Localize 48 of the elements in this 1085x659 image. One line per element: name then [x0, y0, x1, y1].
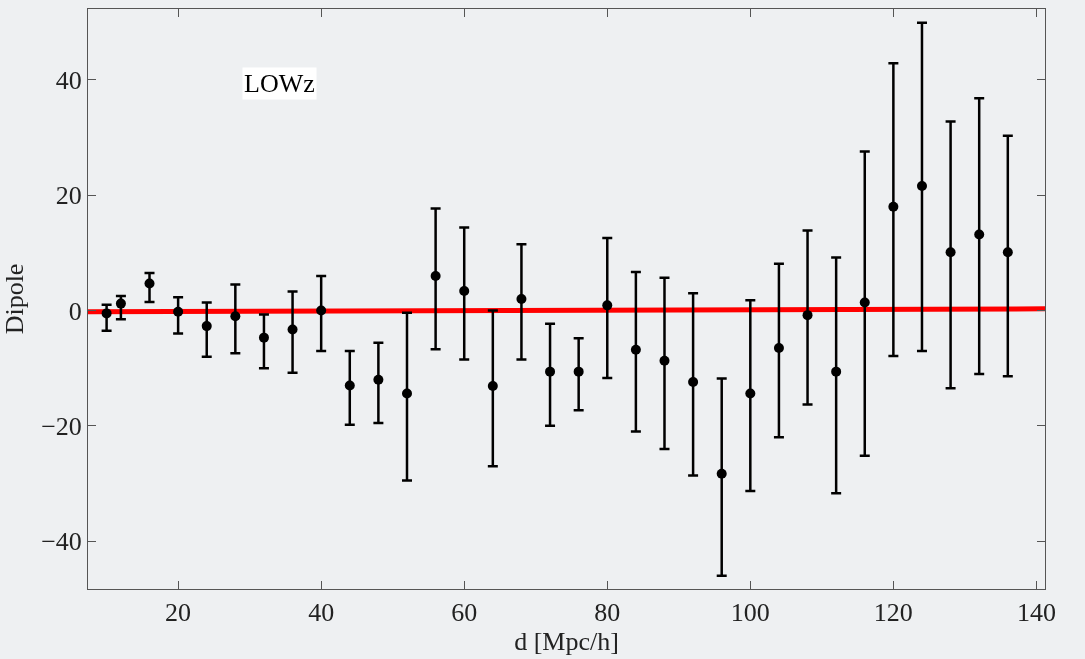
y-tick-label: 20 [55, 181, 82, 211]
point [201, 321, 212, 332]
point [888, 201, 899, 212]
point [974, 229, 985, 240]
point [831, 366, 842, 377]
point [945, 247, 956, 258]
x-tick-label: 120 [873, 598, 913, 628]
point [630, 344, 641, 355]
y-tick-label: 0 [68, 296, 82, 326]
point [173, 306, 184, 317]
x-axis-title: d [Mpc/h] [514, 627, 619, 657]
x-tick-label: 80 [594, 598, 621, 628]
point [745, 388, 756, 399]
point [459, 285, 470, 296]
point [344, 380, 355, 391]
x-tick-label: 60 [451, 598, 478, 628]
y-tick-label: −20 [41, 411, 82, 441]
point [716, 468, 727, 479]
x-tick-label: 140 [1016, 598, 1056, 628]
point [487, 381, 498, 392]
point [773, 343, 784, 354]
point [115, 298, 126, 309]
point [859, 297, 870, 308]
point [144, 278, 155, 289]
point [802, 310, 813, 321]
point [516, 294, 527, 304]
point [402, 388, 412, 399]
point [916, 181, 927, 191]
point [659, 355, 670, 366]
point [287, 324, 298, 335]
point [258, 332, 269, 343]
point [230, 311, 241, 322]
point [602, 300, 613, 311]
y-axis-title: Dipole [0, 263, 29, 335]
y-tick-label: 40 [55, 66, 82, 96]
point [316, 305, 327, 316]
point [430, 270, 441, 281]
point [1002, 247, 1013, 258]
point [373, 374, 384, 385]
point [573, 366, 584, 377]
x-tick-label: 20 [165, 598, 192, 628]
x-tick-label: 40 [308, 598, 335, 628]
x-tick-label: 100 [730, 598, 770, 628]
point [545, 366, 556, 377]
point [101, 308, 112, 319]
annotation: LOWz [244, 69, 315, 98]
point [688, 377, 699, 388]
y-tick-label: −40 [41, 527, 82, 557]
